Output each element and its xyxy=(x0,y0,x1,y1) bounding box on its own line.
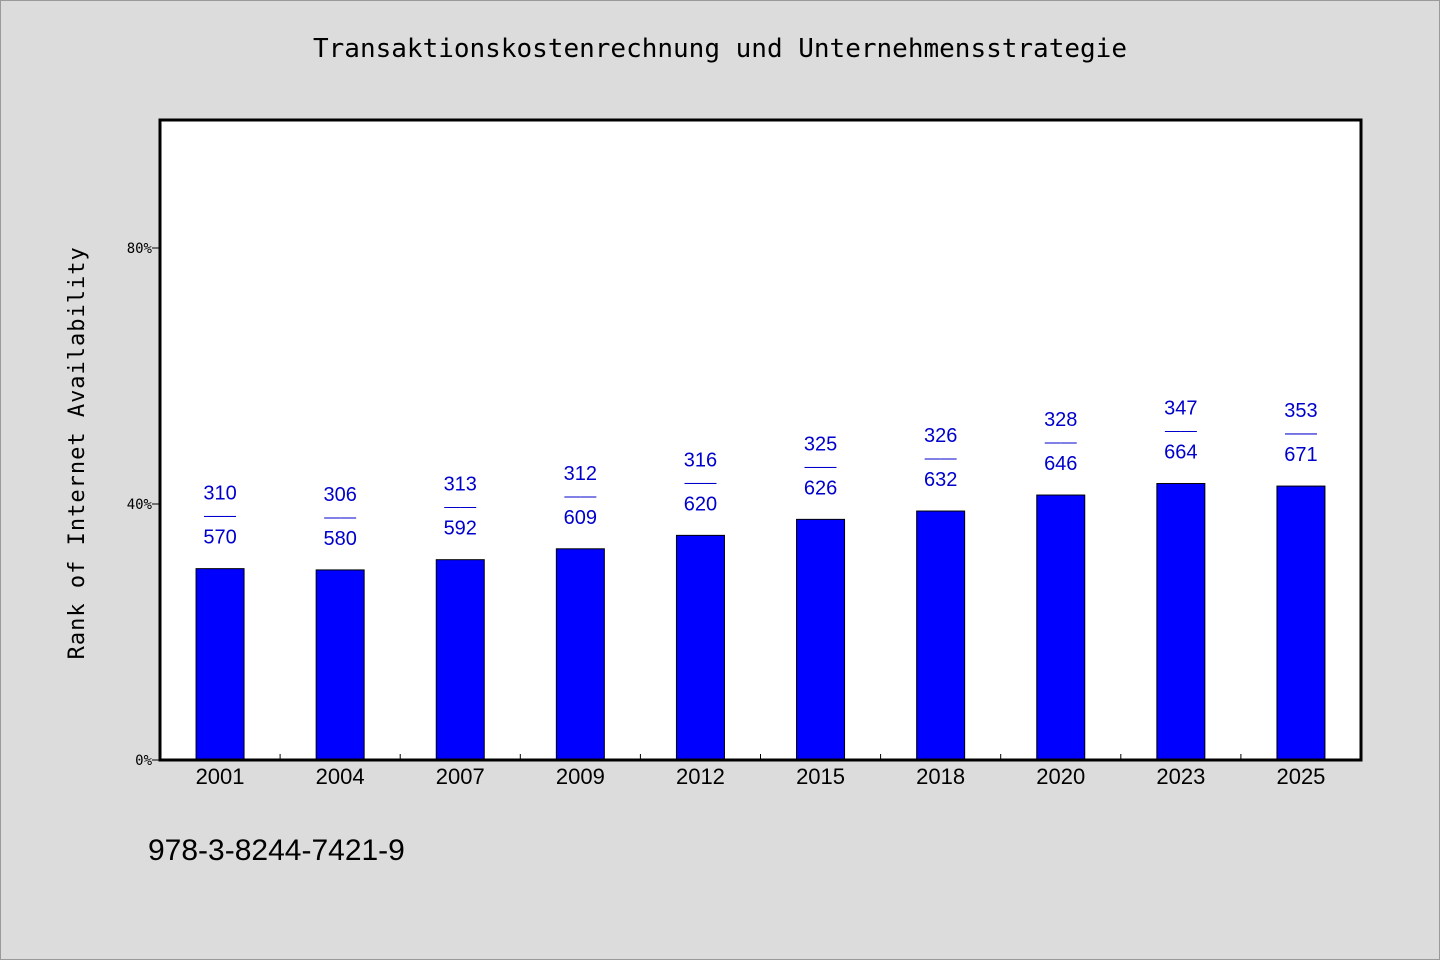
x-tick-label: 2023 xyxy=(1156,764,1205,789)
bar xyxy=(555,548,605,761)
bar-label-bottom: 570 xyxy=(203,527,236,549)
x-tick-label: 2012 xyxy=(676,764,725,789)
bar-label-separator: —— xyxy=(684,474,716,491)
x-tick-label: 2001 xyxy=(196,764,245,789)
bar-label-bottom: 646 xyxy=(1044,453,1077,475)
bar xyxy=(916,510,966,761)
bar-label-top: 316 xyxy=(684,449,717,471)
bar-label-bottom: 609 xyxy=(564,507,597,529)
y-tick-label: 80% xyxy=(127,241,153,257)
bar-label-top: 328 xyxy=(1044,409,1077,431)
bar-label-separator: —— xyxy=(444,499,476,516)
bar-label-top: 347 xyxy=(1164,398,1197,420)
bar-label-top: 312 xyxy=(564,463,597,485)
bar-label-separator: —— xyxy=(925,450,957,467)
bar-label-top: 310 xyxy=(203,483,236,505)
bar xyxy=(1036,494,1086,761)
bar xyxy=(435,559,485,761)
bar-label-separator: —— xyxy=(204,508,236,525)
y-tick-label: 0% xyxy=(135,753,152,769)
bar-label-bottom: 592 xyxy=(444,518,477,540)
bar-label-bottom: 580 xyxy=(323,528,356,550)
bar-label-top: 353 xyxy=(1284,400,1317,422)
x-tick-label: 2020 xyxy=(1036,764,1085,789)
bar-label-bottom: 671 xyxy=(1284,444,1317,466)
bar-label-bottom: 664 xyxy=(1164,442,1197,464)
bar-label-separator: —— xyxy=(1285,425,1317,442)
plot-border xyxy=(158,118,1363,762)
bar-label-top: 326 xyxy=(924,425,957,447)
x-tick-label: 2015 xyxy=(796,764,845,789)
bar-label-separator: —— xyxy=(1165,423,1197,440)
bar-label-top: 306 xyxy=(323,484,356,506)
chart-title: Transaktionskostenrechnung und Unternehm… xyxy=(313,34,1127,64)
bar-label-bottom: 620 xyxy=(684,493,717,515)
y-axis-label: Rank of Internet Availability xyxy=(65,246,90,659)
bar xyxy=(315,569,365,761)
bar xyxy=(796,518,846,761)
bar-label-top: 313 xyxy=(444,474,477,496)
x-tick-label: 2025 xyxy=(1276,764,1325,789)
bar-label-separator: —— xyxy=(1045,434,1077,451)
x-tick-label: 2004 xyxy=(316,764,365,789)
bar-label-bottom: 626 xyxy=(804,477,837,499)
bar-label-separator: —— xyxy=(805,458,837,475)
bar-label-separator: —— xyxy=(324,509,356,526)
isbn-label: 978-3-8244-7421-9 xyxy=(148,834,405,867)
x-tick-label: 2018 xyxy=(916,764,965,789)
x-tick-label: 2009 xyxy=(556,764,605,789)
bar-label-top: 325 xyxy=(804,433,837,455)
bar xyxy=(675,534,725,761)
y-tick-label: 40% xyxy=(127,497,153,513)
x-tick-label: 2007 xyxy=(436,764,485,789)
bar-label-separator: —— xyxy=(564,488,596,505)
bar-label-bottom: 632 xyxy=(924,469,957,491)
bar xyxy=(195,568,245,761)
bar xyxy=(1276,485,1326,761)
bar xyxy=(1156,483,1206,761)
